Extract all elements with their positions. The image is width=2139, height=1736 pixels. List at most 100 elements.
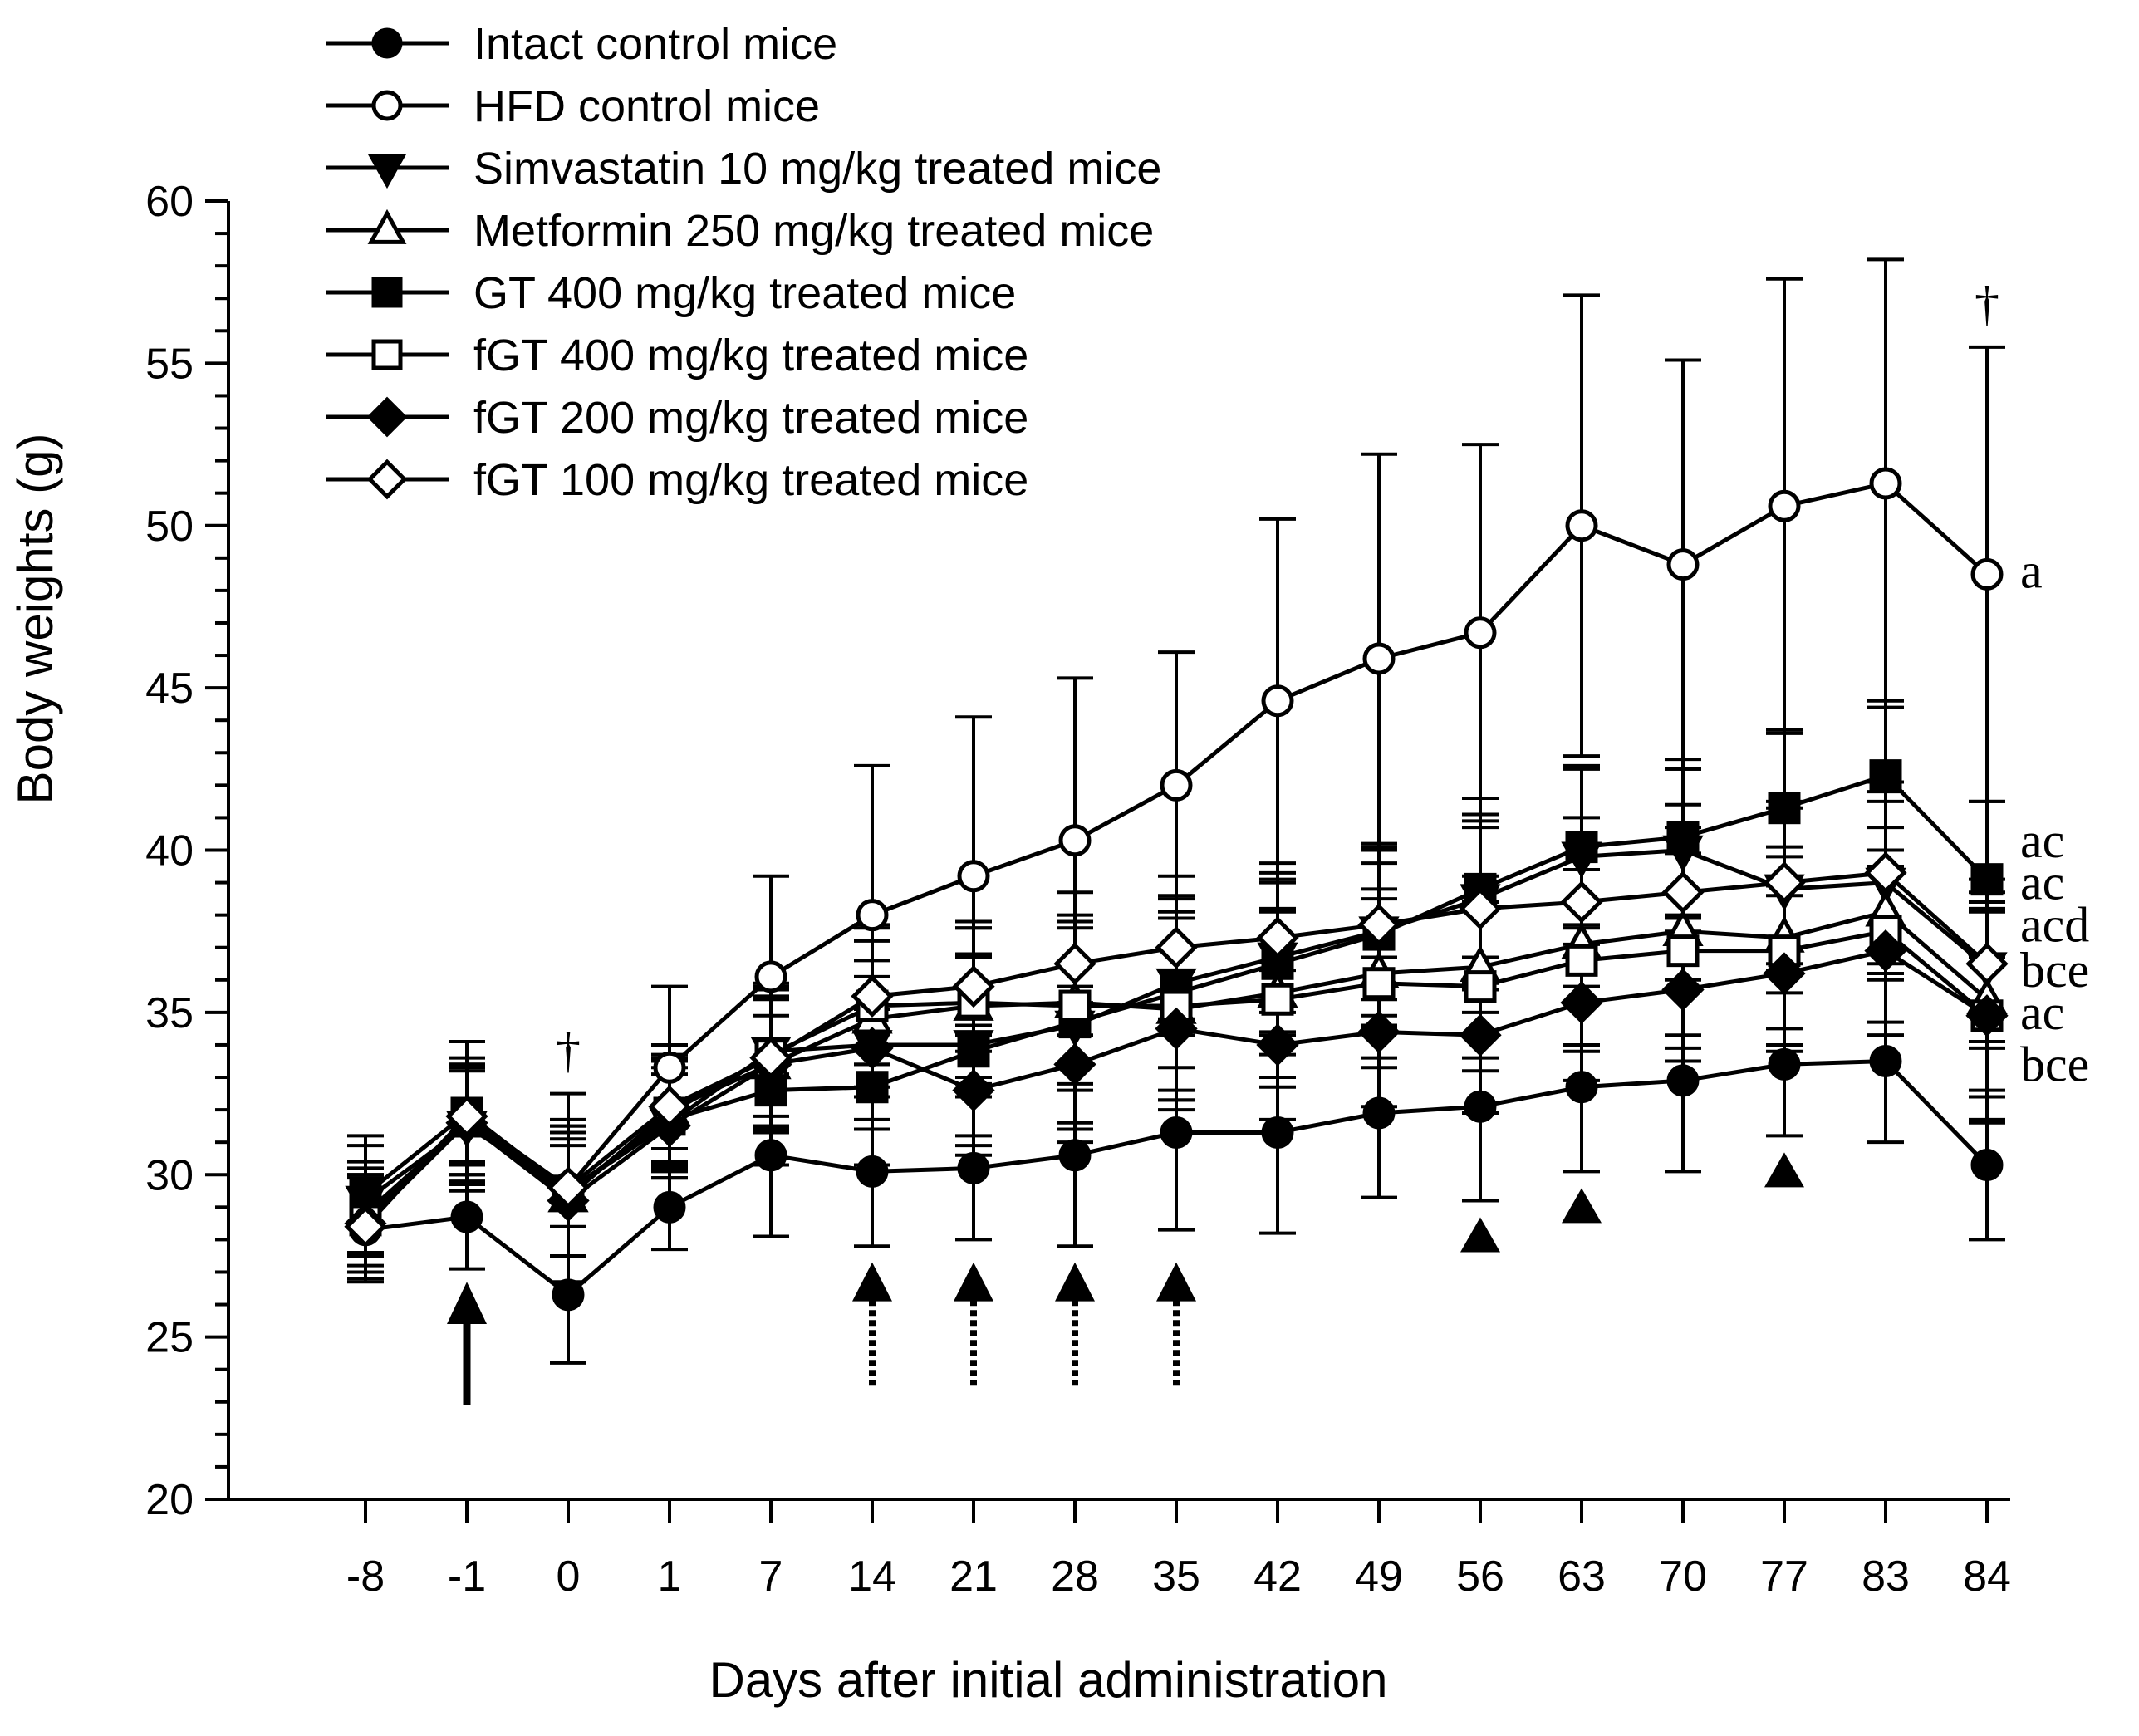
data-point [1965,942,2009,985]
legend-marker [371,277,403,308]
data-point [1970,1149,2004,1182]
data-point [856,899,889,932]
data-point [1362,642,1396,675]
data-point [1768,1047,1801,1081]
data-point [856,1155,889,1188]
data-point [1362,1096,1396,1130]
significance-letter: ac [2020,856,2064,910]
legend-marker [366,396,408,438]
data-point [1768,792,1801,825]
x-tick-label: 56 [1456,1552,1504,1601]
data-point [1869,759,1902,792]
data-point [1053,942,1096,985]
data-point [648,1085,691,1128]
legend-item: Intact control mice [326,19,837,69]
legend-label: Intact control mice [473,19,837,69]
data-point [552,1278,585,1312]
dotted-arrow-head [1055,1262,1095,1302]
series-layer [344,257,2009,1365]
data-point [851,1027,894,1070]
data-point [1560,880,1603,924]
y-tick-label: 50 [145,503,194,551]
legend: Intact control mice HFD control mice Simva… [326,19,1161,505]
data-point [445,1095,488,1138]
series-points-7 [344,851,2009,1248]
data-point [1160,768,1193,802]
legend-label: GT 400 mg/kg treated mice [473,268,1016,318]
y-tick-label: 30 [145,1151,194,1199]
legend-item: Simvastatin 10 mg/kg treated mice [326,144,1161,194]
x-tick-label: 35 [1152,1552,1200,1601]
dotted-arrow-head [852,1262,892,1302]
dotted-arrow-head [1156,1262,1196,1302]
data-point [1661,870,1705,914]
legend-label: fGT 100 mg/kg treated mice [473,455,1028,505]
y-tick-label: 60 [145,178,194,226]
legend-label: fGT 200 mg/kg treated mice [473,393,1028,443]
data-point [749,1036,792,1080]
data-point [1464,970,1497,1003]
legend-marker [371,90,403,121]
data-point [653,1051,686,1084]
legend-marker [367,154,407,189]
dagger-mark: † [556,1023,581,1078]
data-point [1869,1044,1902,1077]
x-tick-label: 21 [949,1552,998,1601]
significance-letter: bce [2020,1037,2089,1091]
data-point [653,1190,686,1224]
legend-item: Metformin 250 mg/kg treated mice [326,206,1154,256]
data-point [1357,1010,1401,1053]
x-tick-label: 70 [1659,1552,1707,1601]
legend-item: fGT 100 mg/kg treated mice [326,455,1028,505]
x-tick-label: 83 [1862,1552,1910,1601]
data-point [1058,824,1092,857]
data-point [952,964,995,1008]
triangle-marker [1764,1152,1804,1188]
data-point [1155,926,1198,969]
data-point [1565,944,1598,977]
data-point [1763,952,1806,995]
x-tick-label: -1 [448,1552,486,1601]
legend-item: fGT 200 mg/kg treated mice [326,393,1028,443]
x-tick-label: 63 [1558,1552,1606,1601]
data-point [957,1151,990,1184]
y-tick-label: 20 [145,1476,194,1524]
significance-letter: acd [2020,897,2089,952]
x-tick-label: 28 [1051,1552,1099,1601]
data-point [1666,1064,1700,1097]
data-point [754,960,787,993]
data-point [1768,489,1801,522]
data-point [1666,821,1700,854]
x-tick-label: 49 [1355,1552,1403,1601]
x-tick-label: 7 [759,1552,783,1601]
data-point [1357,903,1401,947]
data-point [1053,1042,1096,1086]
data-point [1565,1071,1598,1104]
data-point [856,1071,889,1104]
data-point [1661,968,1705,1012]
y-tick-label: 55 [145,340,194,388]
data-point [1970,557,2004,591]
data-point [1362,967,1396,1000]
data-point [1256,916,1299,959]
data-point [952,1069,995,1112]
triangle-marker [1460,1217,1500,1253]
solid-arrow-head [447,1282,487,1324]
legend-marker [371,27,403,59]
data-point [754,1139,787,1172]
significance-letter: ac [2020,985,2064,1040]
legend-marker [366,459,408,500]
x-tick-label: 77 [1760,1552,1808,1601]
legend-label: fGT 400 mg/kg treated mice [473,331,1028,380]
legend-label: HFD control mice [473,81,820,131]
x-tick-label: -8 [346,1552,385,1601]
data-point [957,860,990,893]
legend-label: Metformin 250 mg/kg treated mice [473,206,1154,256]
y-tick-label: 45 [145,664,194,713]
data-point [851,974,894,1018]
y-tick-label: 25 [145,1314,194,1362]
data-point [957,1035,990,1068]
data-point [1666,934,1700,968]
